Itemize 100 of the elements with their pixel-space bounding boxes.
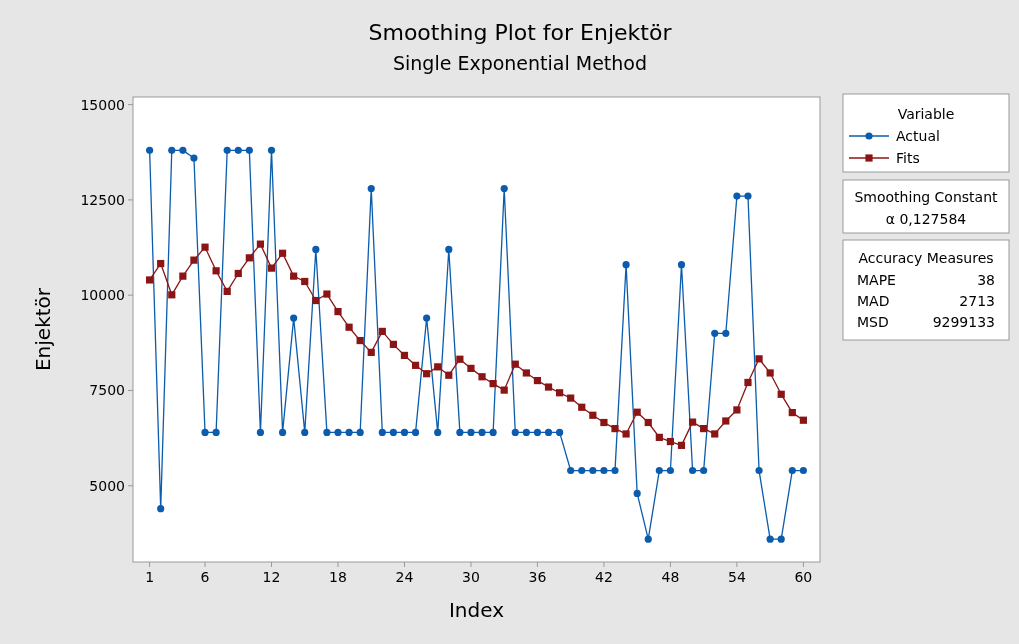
text: Accuracy Measures — [858, 250, 994, 266]
point — [190, 154, 198, 162]
x-tick-label: 18 — [329, 569, 347, 585]
point — [622, 430, 630, 438]
point — [201, 243, 209, 251]
point — [700, 425, 708, 433]
point — [190, 256, 198, 264]
point — [522, 369, 530, 377]
x-tick-label: 60 — [794, 569, 813, 585]
point — [278, 249, 287, 257]
point — [733, 192, 741, 200]
point — [245, 254, 253, 262]
point — [411, 361, 420, 369]
point — [666, 466, 675, 475]
point — [290, 314, 298, 322]
point — [312, 296, 320, 305]
point — [223, 146, 231, 154]
point — [367, 348, 375, 356]
text: Smoothing Constant — [854, 189, 999, 205]
legend-title: Variable — [897, 106, 955, 122]
point — [522, 428, 530, 437]
point — [544, 383, 553, 391]
point — [301, 277, 309, 286]
point — [378, 327, 386, 336]
point — [201, 428, 209, 437]
point — [356, 336, 364, 345]
x-axis-title: Index — [448, 598, 505, 622]
point — [722, 329, 730, 337]
point — [290, 272, 298, 280]
point — [611, 425, 619, 433]
y-tick-label: 15000 — [80, 96, 125, 113]
x-tick-label: 6 — [200, 569, 210, 585]
point — [411, 428, 420, 437]
point — [666, 437, 675, 446]
point — [378, 428, 386, 437]
point — [722, 417, 730, 425]
x-tick-label: 36 — [528, 569, 547, 585]
text: α 0,127584 — [885, 211, 967, 227]
y-tick-label: 7500 — [89, 382, 125, 399]
point — [788, 466, 796, 475]
point — [777, 390, 785, 398]
x-tick-label: 24 — [395, 569, 414, 585]
point — [445, 371, 453, 379]
point — [256, 428, 265, 437]
point — [655, 433, 663, 441]
point — [677, 261, 686, 269]
x-tick-label: 12 — [262, 569, 281, 585]
point — [179, 146, 187, 154]
point — [711, 430, 719, 438]
legend-label: Actual — [896, 128, 940, 144]
point — [755, 355, 763, 363]
point — [423, 370, 431, 378]
point — [223, 287, 231, 295]
point — [788, 408, 796, 417]
text: MAPE — [857, 272, 896, 288]
point — [212, 428, 220, 437]
y-tick-label: 5000 — [89, 477, 125, 494]
x-tick-label: 48 — [661, 569, 680, 585]
text: 2713 — [959, 293, 995, 309]
point — [345, 323, 353, 331]
point — [278, 428, 287, 437]
point — [256, 240, 265, 248]
point — [733, 406, 741, 414]
point — [556, 389, 564, 397]
point — [434, 363, 442, 371]
point — [234, 269, 242, 278]
point — [766, 535, 774, 543]
point — [600, 418, 608, 427]
text: MSD — [857, 314, 889, 330]
point — [467, 364, 475, 372]
point — [179, 272, 187, 280]
point — [389, 428, 397, 437]
point — [157, 259, 165, 268]
point — [434, 428, 442, 437]
point — [157, 505, 165, 513]
point — [146, 146, 154, 154]
point — [267, 264, 276, 272]
point — [688, 418, 697, 426]
point — [567, 394, 575, 402]
point — [644, 418, 652, 427]
point — [600, 466, 608, 475]
x-tick-label: 54 — [727, 569, 746, 585]
y-axis-title: Enjektör — [31, 287, 55, 372]
point — [334, 307, 342, 316]
point — [500, 386, 508, 394]
point — [744, 378, 752, 387]
point — [489, 380, 497, 388]
point — [334, 428, 342, 437]
point — [799, 466, 807, 475]
point — [799, 416, 807, 424]
point — [677, 441, 686, 449]
point — [445, 245, 453, 254]
point — [400, 428, 409, 437]
point — [500, 184, 508, 193]
point — [622, 261, 630, 269]
y-tick-label: 10000 — [80, 287, 125, 304]
point — [423, 314, 431, 322]
point — [589, 411, 597, 419]
point — [323, 290, 331, 298]
text: MAD — [857, 293, 890, 309]
